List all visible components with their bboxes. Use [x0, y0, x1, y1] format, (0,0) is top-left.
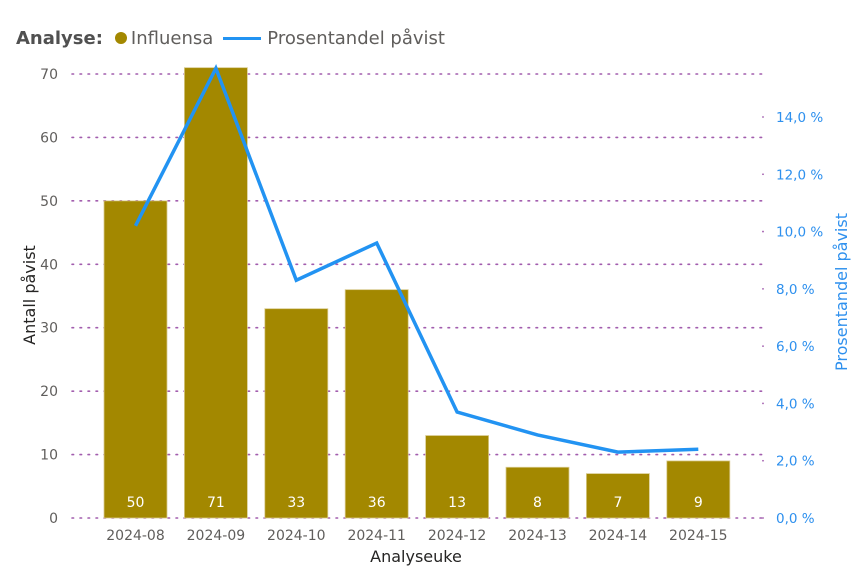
y2-tick-label: 0,0 %	[776, 511, 815, 527]
y2-tick-label: 12,0 %	[776, 167, 823, 183]
y-tick-label: 0	[49, 511, 58, 527]
legend-title: Analyse:	[16, 27, 103, 49]
x-tick-label: 2024-09	[187, 528, 246, 544]
x-tick-label: 2024-14	[589, 528, 648, 544]
bar-data-label: 7	[613, 495, 622, 511]
bar-data-label: 33	[287, 495, 305, 511]
legend-item-prosentandel[interactable]: Prosentandel påvist	[267, 27, 445, 49]
bar[interactable]	[666, 460, 731, 519]
y2-tick-label: 10,0 %	[776, 225, 823, 241]
y2-tick-label: 8,0 %	[776, 282, 815, 298]
bar[interactable]	[264, 308, 329, 519]
y2-tick-label: 4,0 %	[776, 396, 815, 412]
bar-series: 50 71 33 36 13 8 7 9	[103, 67, 731, 519]
bar[interactable]	[425, 435, 490, 519]
bar[interactable]	[586, 473, 650, 519]
line-series	[133, 63, 699, 454]
legend-line-swatch-icon	[223, 36, 262, 40]
left-axis-ticks: 0 10 20 30 40 50 60 70	[40, 67, 58, 527]
bar[interactable]	[103, 200, 168, 519]
bar-data-label: 71	[207, 495, 225, 511]
bar-data-label: 50	[127, 495, 145, 511]
percent-line[interactable]	[133, 63, 699, 454]
legend-bar-swatch-icon	[114, 32, 127, 44]
y-tick-label: 70	[40, 67, 58, 83]
y2-tick-label: 14,0 %	[776, 110, 823, 126]
y-axis-title: Antall påvist	[20, 245, 39, 345]
x-tick-label: 2024-08	[106, 528, 165, 544]
y2-tick-label: 2,0 %	[776, 454, 815, 470]
y-tick-label: 50	[40, 194, 58, 210]
right-axis-ticks: 0,0 % 2,0 % 4,0 % 6,0 % 8,0 % 10,0 % 12,0 % 14,…	[762, 110, 823, 527]
x-tick-label: 2024-15	[669, 528, 728, 544]
x-axis-title: Analyseuke	[370, 547, 462, 566]
bar[interactable]	[505, 466, 570, 519]
bar-data-label: 8	[533, 495, 542, 511]
legend-item-influensa[interactable]: Influensa	[130, 27, 214, 49]
x-tick-label: 2024-13	[508, 528, 567, 544]
y-tick-label: 10	[40, 448, 58, 464]
y-tick-label: 30	[40, 321, 58, 337]
bar-data-label: 9	[694, 495, 703, 511]
y2-tick-label: 6,0 %	[776, 339, 815, 355]
x-tick-label: 2024-11	[347, 528, 406, 544]
bar-data-label: 36	[368, 495, 386, 511]
x-axis-ticks: 2024-08 2024-09 2024-10 2024-11 2024-12 2024-…	[106, 528, 727, 544]
x-tick-label: 2024-10	[267, 528, 326, 544]
bar-data-label: 13	[448, 495, 466, 511]
y2-axis-title: Prosentandel påvist	[832, 213, 851, 371]
chart-legend: Analyse: Influensa Prosentandel påvist	[16, 26, 445, 50]
bar[interactable]	[183, 67, 248, 519]
x-tick-label: 2024-12	[428, 528, 487, 544]
y-tick-label: 40	[40, 257, 58, 273]
y-tick-label: 20	[40, 384, 58, 400]
y-tick-label: 60	[40, 130, 58, 146]
bar[interactable]	[344, 289, 409, 519]
